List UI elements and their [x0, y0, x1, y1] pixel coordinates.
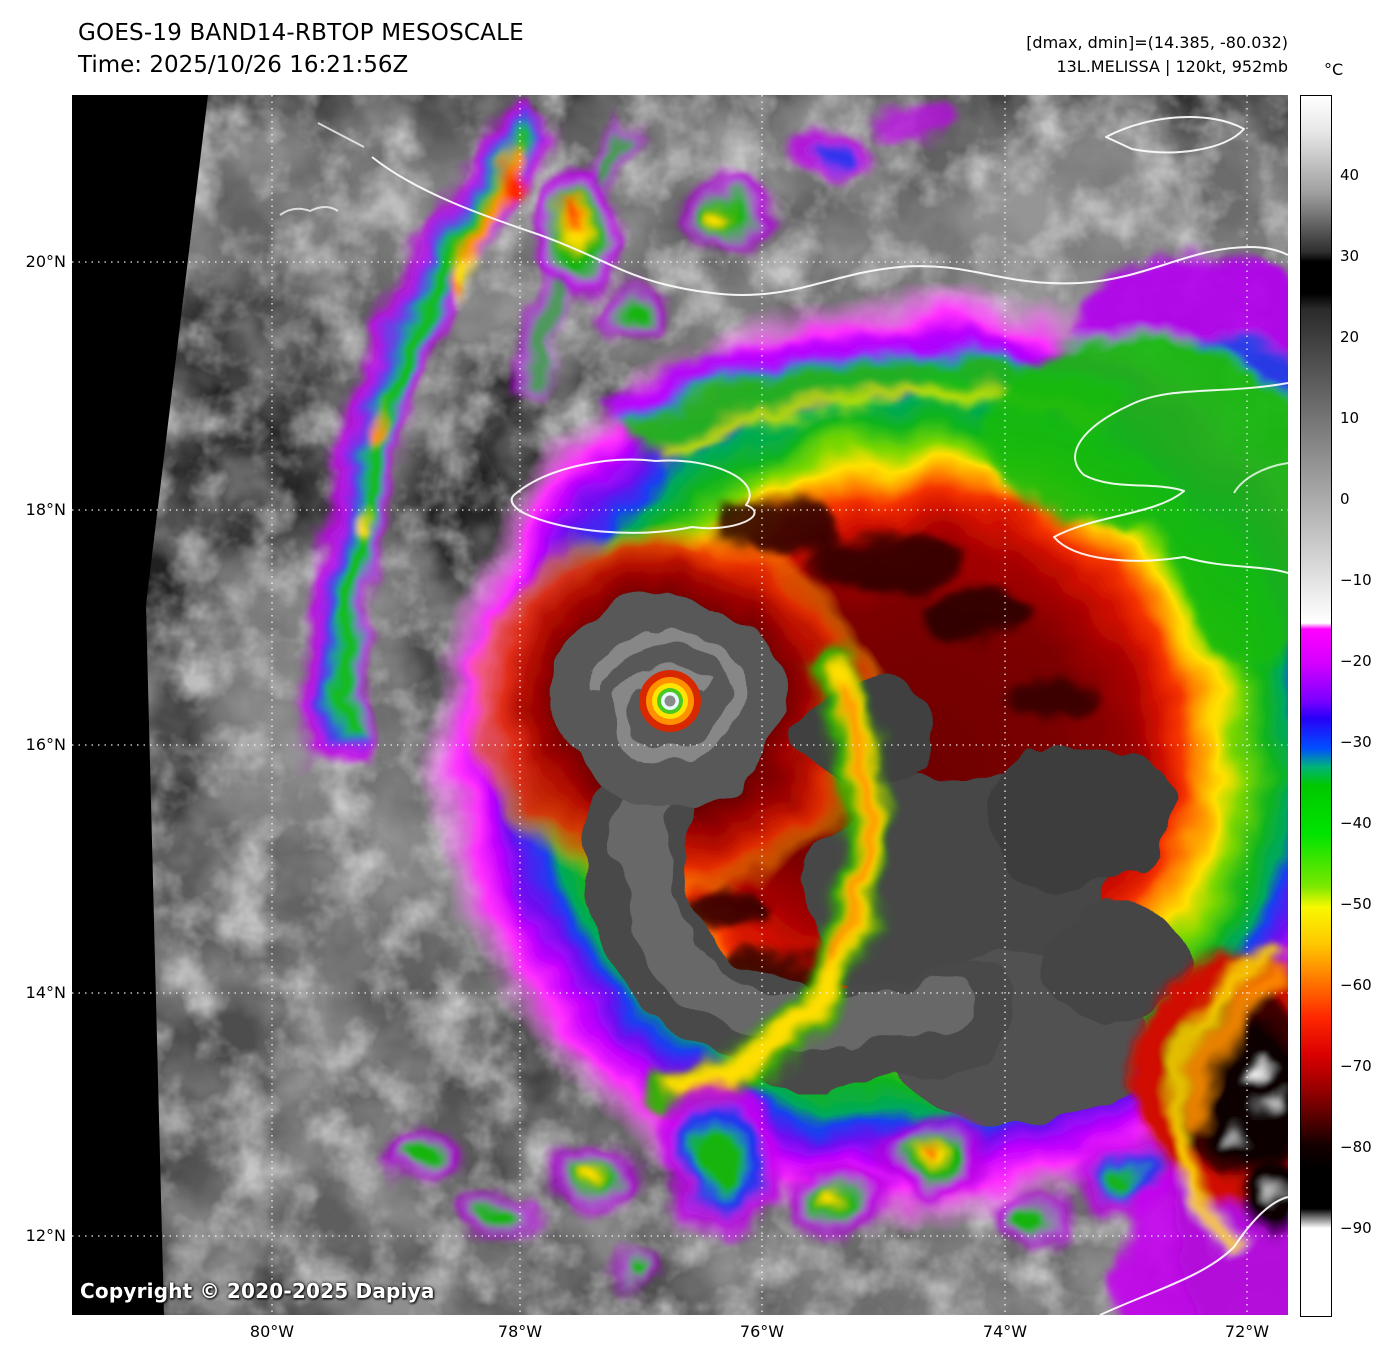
lat-label: 18°N — [25, 500, 66, 519]
colorbar-tick: 20 — [1340, 328, 1360, 346]
satellite-plot: Copyright © 2020-2025 Dapiya — [72, 95, 1288, 1315]
lat-label: 20°N — [25, 252, 66, 271]
colorbar-tick: 30 — [1340, 247, 1360, 265]
copyright-watermark: Copyright © 2020-2025 Dapiya — [80, 1279, 435, 1303]
lon-label: 76°W — [739, 1322, 785, 1341]
colorbar-tick: −40 — [1340, 814, 1372, 832]
colorbar-tick: −60 — [1340, 976, 1372, 994]
colorbar-tick: −90 — [1340, 1219, 1372, 1237]
colorbar-tick: 10 — [1340, 409, 1360, 427]
lon-label: 80°W — [249, 1322, 295, 1341]
timestamp: Time: 2025/10/26 16:21:56Z — [78, 52, 409, 78]
hurricane-eye — [639, 670, 701, 732]
colorbar-tick: −80 — [1340, 1138, 1372, 1156]
moat-spiral — [586, 726, 1014, 1090]
dmax-dmin-readout: [dmax, dmin]=(14.385, -80.032) — [1026, 33, 1288, 52]
colorbar-tick: −70 — [1340, 1057, 1372, 1075]
graticule — [72, 95, 1288, 1315]
scan-region — [146, 95, 1288, 1315]
colorbar-tick: 40 — [1340, 166, 1360, 184]
jamaica-coastline — [510, 458, 756, 534]
lon-label: 74°W — [982, 1322, 1028, 1341]
southeast-cold-mass — [1117, 943, 1288, 1315]
cuba-coastline — [371, 156, 1288, 297]
north-cells — [535, 103, 951, 333]
spiral-band — [649, 647, 886, 1116]
temperature-colorbar — [1300, 95, 1332, 1317]
satellite-image — [72, 95, 1288, 1315]
product-title: GOES-19 BAND14-RBTOP MESOSCALE — [78, 20, 524, 46]
lat-label: 16°N — [25, 735, 66, 754]
lat-label: 12°N — [25, 1226, 66, 1245]
colorbar-unit-label: °C — [1324, 60, 1344, 79]
south-cells — [382, 1080, 1179, 1287]
lon-label: 78°W — [497, 1322, 543, 1341]
colorbar-tick: −50 — [1340, 895, 1372, 913]
colorbar-tick: −30 — [1340, 733, 1372, 751]
northwest-bands — [304, 100, 645, 762]
hispaniola-coastline — [1053, 382, 1288, 574]
colorbar-tick: 0 — [1340, 490, 1350, 508]
colorbar-tick: −20 — [1340, 652, 1372, 670]
east-fringe — [982, 255, 1288, 665]
lat-label: 14°N — [25, 983, 66, 1002]
lon-label: 72°W — [1224, 1322, 1270, 1341]
cold-overshoots — [682, 501, 1100, 1004]
storm-info: 13L.MELISSA | 120kt, 952mb — [1056, 57, 1288, 76]
colorbar-tick: −10 — [1340, 571, 1372, 589]
south-america-coastline — [1099, 1196, 1288, 1315]
